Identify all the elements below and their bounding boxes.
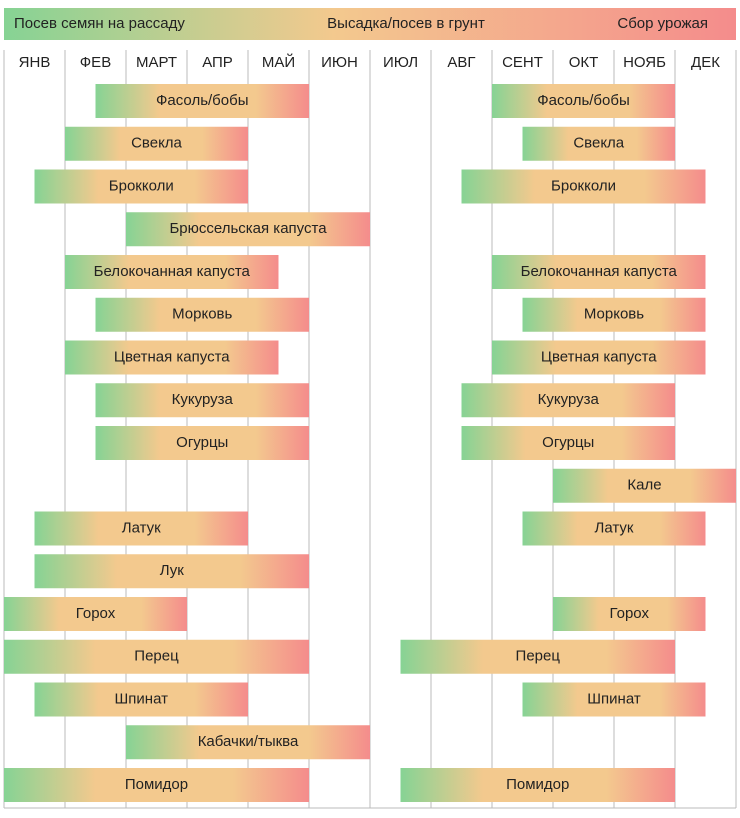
bar [4, 639, 309, 674]
bar-label: Огурцы [176, 434, 228, 451]
bar-label: Цветная капуста [114, 348, 230, 365]
bar [65, 126, 248, 161]
bar [522, 297, 706, 332]
bar [522, 511, 706, 546]
bar-label: Помидор [125, 776, 188, 793]
month-label: АПР [202, 54, 233, 71]
month-label: ФЕВ [80, 54, 111, 71]
month-label: МАРТ [136, 54, 177, 71]
bar [126, 725, 370, 760]
bar-label: Свекла [131, 135, 182, 152]
bar [95, 297, 309, 332]
bar-label: Лук [160, 562, 185, 579]
legend-label: Высадка/посев в грунт [327, 15, 485, 32]
month-label: ДЕК [691, 54, 720, 71]
bar [553, 597, 706, 631]
bar [553, 468, 736, 503]
bar [65, 340, 279, 375]
bar-label: Белокочанная капуста [94, 263, 251, 280]
legend-bar [4, 8, 736, 40]
month-label: НОЯБ [623, 54, 666, 71]
bar [34, 511, 248, 546]
bar-label: Брокколи [551, 177, 616, 194]
bar-label: Помидор [506, 776, 569, 793]
month-label: ИЮЛ [383, 54, 418, 71]
bar [522, 682, 706, 717]
bar [34, 554, 309, 589]
bar-label: Кукуруза [538, 391, 600, 408]
bar-label: Огурцы [542, 434, 594, 451]
bar [95, 383, 309, 418]
bar [95, 84, 309, 118]
bar [461, 169, 706, 204]
bar-label: Латук [122, 519, 161, 536]
bar [95, 426, 309, 460]
bar [492, 84, 675, 118]
bar [461, 383, 675, 418]
bar-label: Морковь [172, 306, 232, 323]
bar [4, 597, 187, 631]
legend-label: Посев семян на рассаду [14, 15, 185, 32]
bar-label: Морковь [584, 306, 644, 323]
bar [400, 768, 675, 802]
bar-label: Горох [610, 605, 650, 622]
bar-label: Кале [627, 477, 661, 494]
bar [126, 212, 370, 247]
bar-label: Фасоль/бобы [537, 92, 629, 109]
bar-label: Кукуруза [172, 391, 234, 408]
month-label: ЯНВ [19, 54, 51, 71]
bar-label: Брокколи [109, 177, 174, 194]
month-label: МАЙ [262, 53, 295, 71]
month-label: ОКТ [569, 54, 599, 71]
bar-label: Шпинат [115, 690, 169, 707]
bar [34, 682, 248, 717]
bar-label: Перец [516, 648, 561, 665]
bar-label: Цветная капуста [541, 348, 657, 365]
bar [400, 639, 675, 674]
bar-label: Фасоль/бобы [156, 92, 248, 109]
month-label: ИЮН [321, 54, 358, 71]
month-label: СЕНТ [502, 54, 543, 71]
bar-label: Латук [595, 519, 634, 536]
bar [522, 126, 675, 161]
bar [492, 340, 706, 375]
month-label: АВГ [447, 54, 475, 71]
bar [65, 255, 279, 289]
bar-label: Кабачки/тыква [198, 733, 299, 750]
legend-label: Сбор урожая [617, 15, 708, 32]
bar-label: Шпинат [587, 690, 641, 707]
bar [34, 169, 248, 204]
bar [461, 426, 675, 460]
bar-label: Свекла [573, 135, 624, 152]
bar [492, 255, 706, 289]
bar-label: Белокочанная капуста [521, 263, 678, 280]
bar [4, 768, 309, 802]
bar-label: Брюссельская капуста [169, 220, 327, 237]
bar-label: Перец [134, 648, 179, 665]
bar-label: Горох [76, 605, 116, 622]
